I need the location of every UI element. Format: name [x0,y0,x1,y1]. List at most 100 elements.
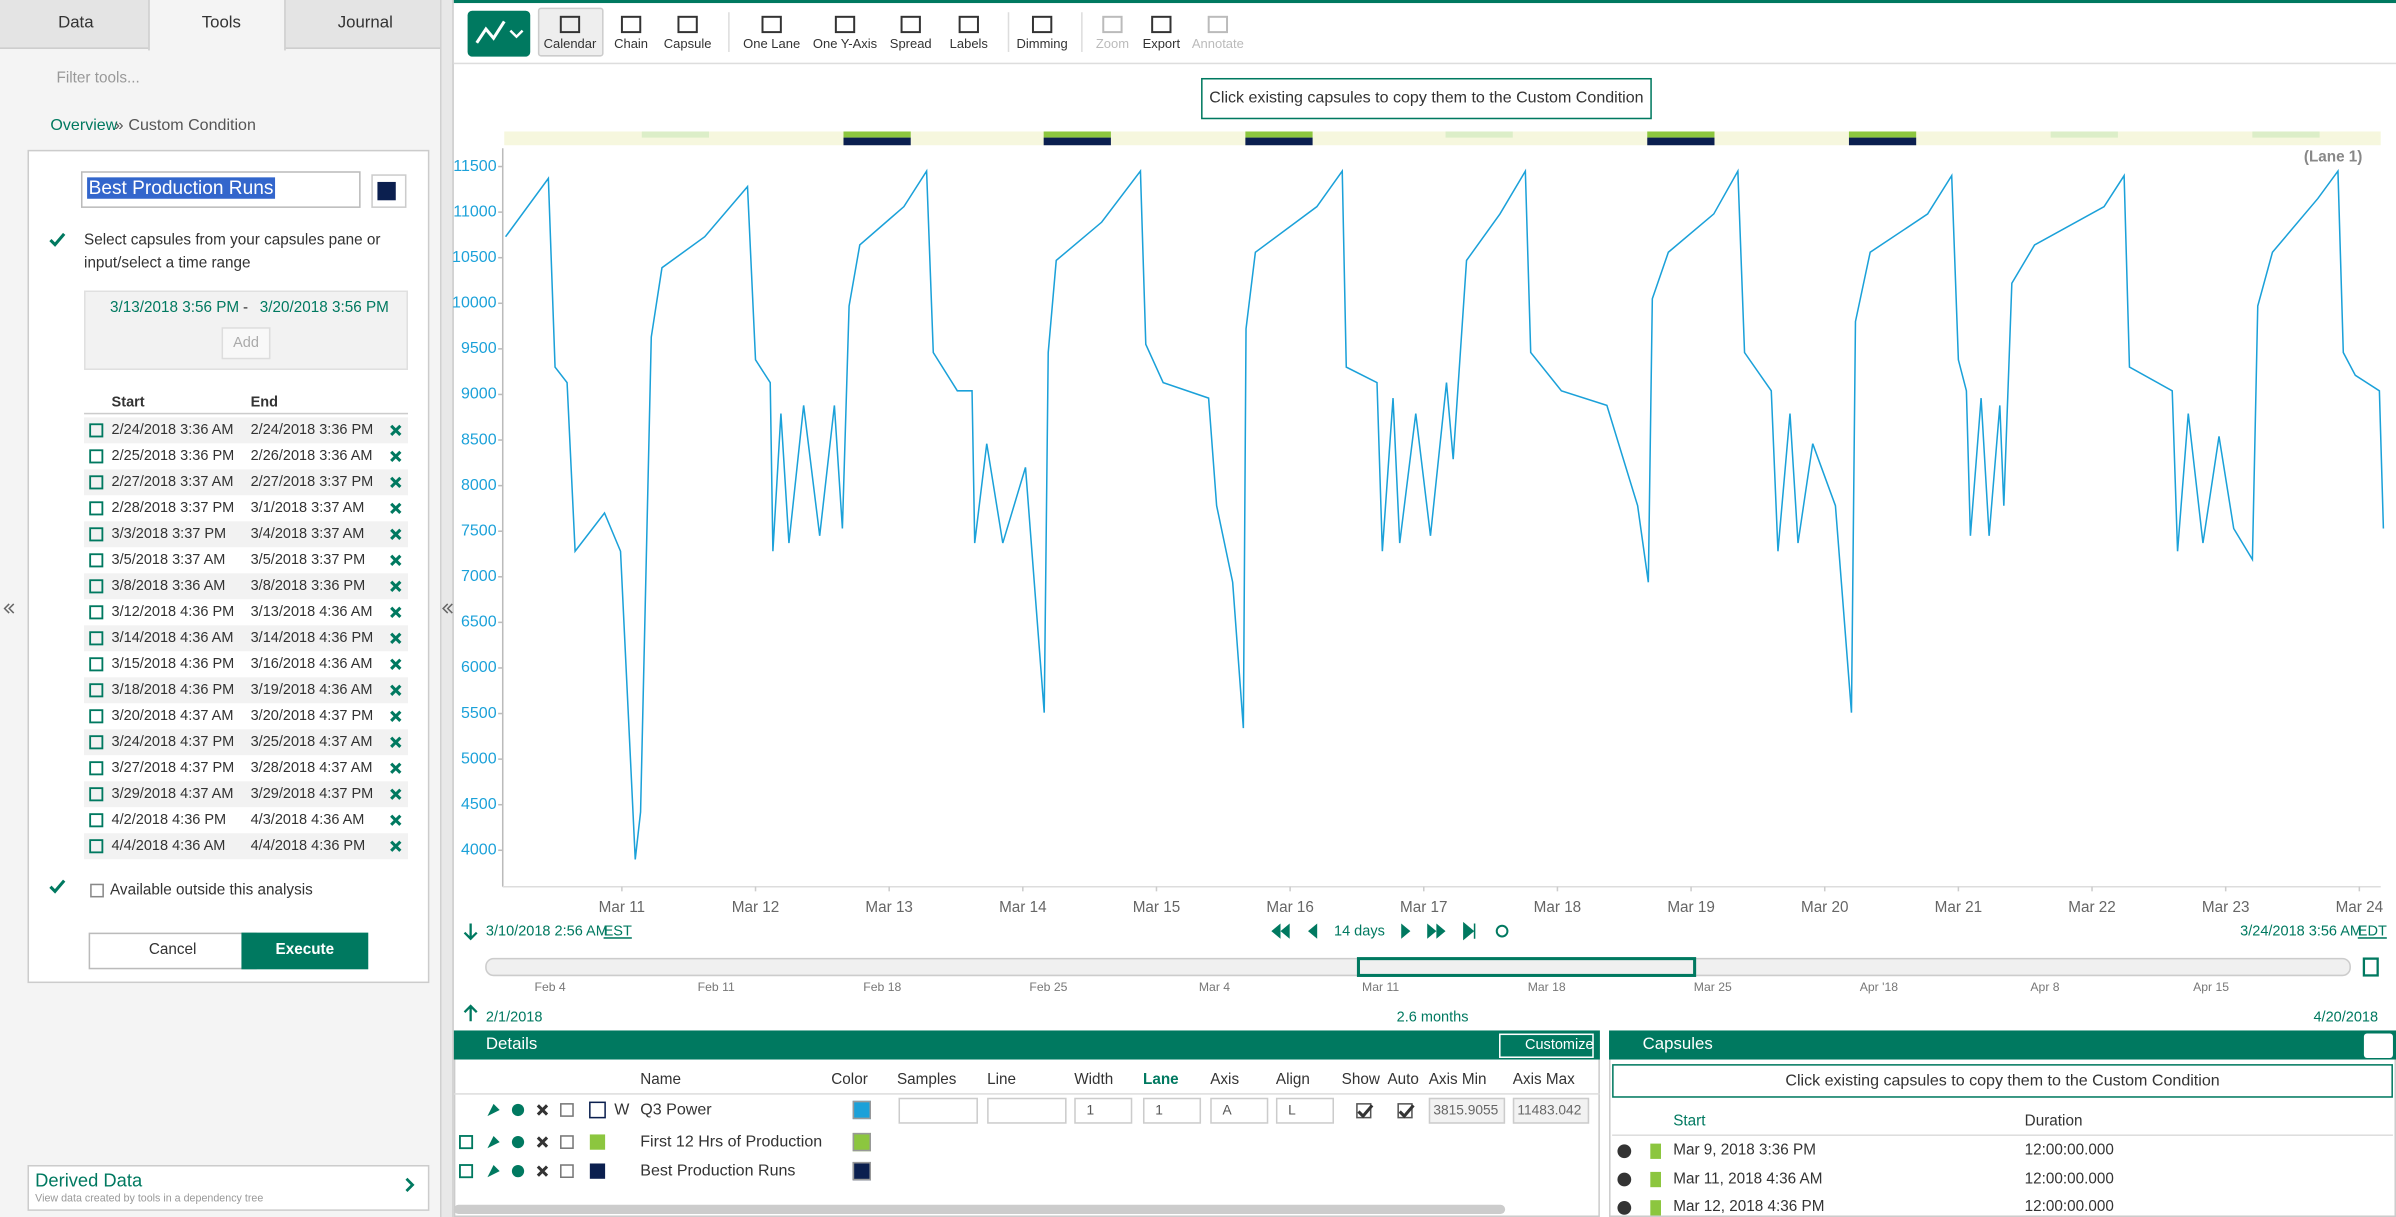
y-tick-label: 6000 [461,658,497,676]
edit-icon [90,684,102,696]
info-icon [512,1165,524,1177]
nav-label: Feb 4 [534,980,565,994]
toolbar-label[interactable]: One Lane [743,36,800,51]
collapse-icon [443,604,452,613]
remove-icon [391,452,400,461]
x-tick-label: Mar 20 [1801,899,1849,916]
toolbar-label[interactable]: Annotate [1192,36,1244,51]
x-tick-label: Mar 16 [1266,899,1314,916]
tool-icon [902,17,920,32]
edit-icon [90,554,102,566]
nav-label: Mar 4 [1199,980,1230,994]
toolbar-label[interactable]: Labels [950,36,989,51]
add-icon [1617,1201,1631,1215]
y-tick-label: 8500 [461,430,497,448]
toolbar-label[interactable]: Zoom [1096,36,1129,51]
info-icon [512,1136,524,1148]
capsule-green [1647,131,1714,137]
tool-icon [836,17,854,32]
caret [510,31,522,37]
toolbar-label[interactable]: Chain [614,36,648,51]
nav-label: Mar 11 [1362,980,1399,994]
remove-icon [391,712,400,721]
capsule-navy [1647,138,1714,146]
x-tick-label: Mar 18 [1534,899,1582,916]
info-icon [512,1104,524,1116]
tool-icon [1152,17,1170,32]
tool-icon [763,17,781,32]
toolbar-label[interactable]: One Y-Axis [813,36,878,51]
pin-icon [487,1104,499,1116]
nav-label: Apr '18 [1860,980,1899,994]
nav-label: Mar 25 [1694,980,1732,994]
remove-icon [391,660,400,669]
to-end [1464,923,1475,938]
faint-capsule [2051,131,2118,137]
toolbar-label[interactable]: Export [1143,36,1181,51]
nav-icon [2364,959,2378,976]
capsule-navy [1849,138,1916,146]
refresh [1497,926,1508,937]
x-tick-label: Mar 12 [732,899,780,916]
edit-icon [90,528,102,540]
faint-capsule [1446,131,1513,137]
toolbar-label[interactable]: Calendar [544,36,597,51]
edit-icon [90,606,102,618]
tool-icon [1033,17,1051,32]
remove-icon [391,764,400,773]
capsule-navy [843,138,910,146]
x-tick-label: Mar 17 [1400,899,1448,916]
y-tick-label: 11000 [453,202,496,220]
fast-forward [1427,923,1445,938]
y-tick-label: 7000 [461,567,497,585]
up-arrow [465,1006,477,1021]
y-tick-label: 4500 [461,795,497,813]
tool-icon [561,17,579,32]
edit-icon [90,840,102,852]
edit-icon [90,736,102,748]
toolbar-label[interactable]: Capsule [664,36,712,51]
x-tick-label: Mar 21 [1935,899,1983,916]
check-icon [50,234,64,245]
toolbar-label[interactable]: Spread [890,36,932,51]
add-icon [1617,1144,1631,1158]
y-tick-label: 7500 [461,521,497,539]
remove-icon [391,608,400,617]
remove-icon [391,816,400,825]
capsule-green [1849,131,1916,137]
down-arrow [465,923,477,938]
series-icon [590,1163,605,1178]
capsule-green [1245,131,1312,137]
remove-icon [391,478,400,487]
toolbar-label[interactable]: Dimming [1017,36,1068,51]
remove-icon [391,530,400,539]
check-icon [50,881,64,892]
series-icon [590,1134,605,1149]
row-checkbox [561,1136,573,1148]
edit-icon [90,814,102,826]
remove-icon [391,790,400,799]
y-tick-label: 4000 [461,841,497,859]
back [1308,923,1317,938]
remove-icon [538,1137,547,1146]
pin-icon [487,1136,499,1148]
x-tick-label: Mar 13 [865,899,913,916]
nav-label: Feb 11 [698,980,735,994]
capsule-navy [1044,138,1111,146]
tool-icon [622,17,640,32]
remove-icon [538,1105,547,1114]
edit-icon [90,762,102,774]
tool-icon [678,17,696,32]
remove-icon [391,686,400,695]
chevron [406,1179,412,1191]
remove-icon [391,738,400,747]
edit-icon [90,476,102,488]
x-tick-label: Mar 23 [2202,899,2250,916]
y-tick-label: 6500 [461,613,497,631]
x-tick-label: Mar 19 [1667,899,1715,916]
edit-icon [90,502,102,514]
y-tick-label: 10000 [452,294,497,312]
capsule-navy [1245,138,1312,146]
y-tick-label: 9500 [461,339,497,357]
